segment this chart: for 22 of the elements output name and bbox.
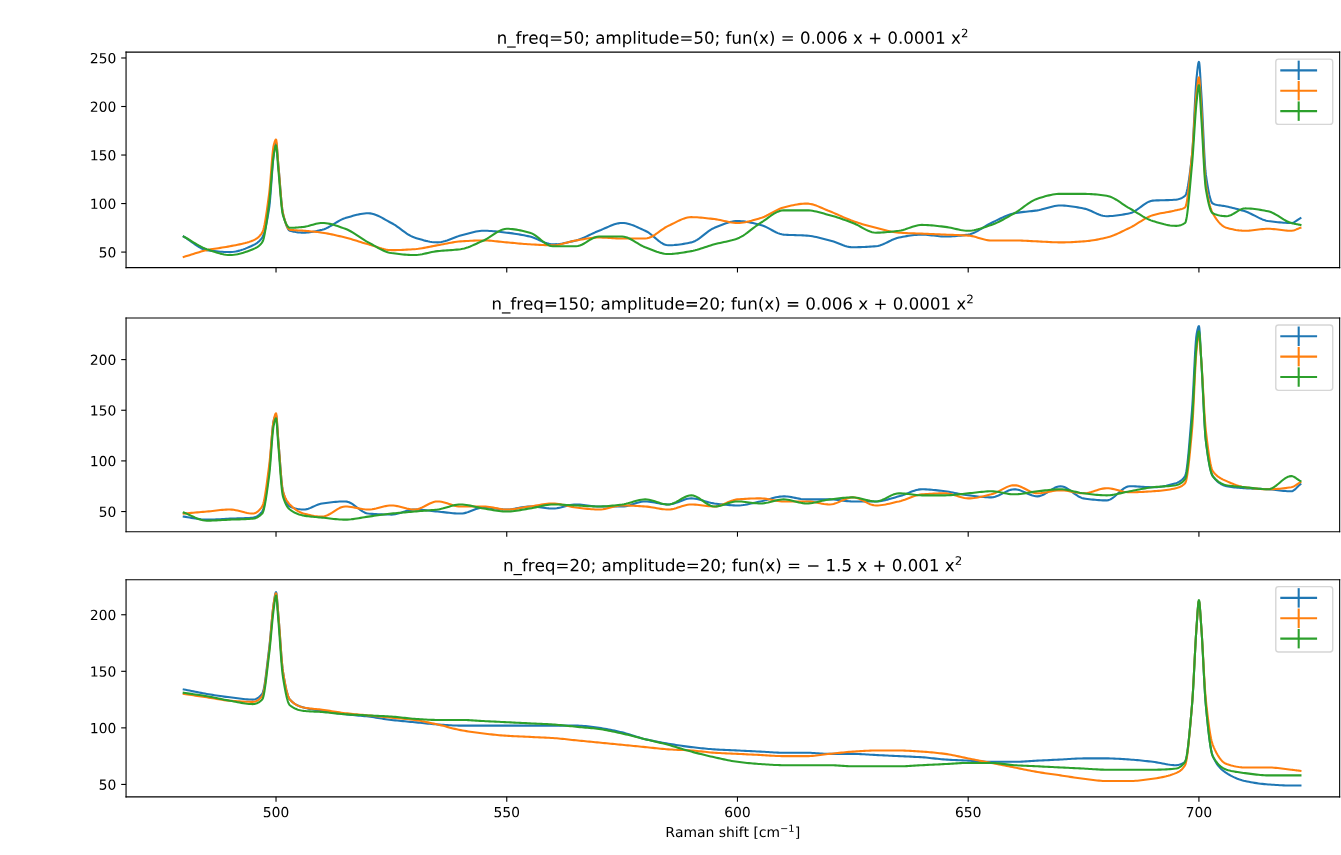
y-tick-label: 100 xyxy=(91,455,116,467)
y-tick-label: 250 xyxy=(90,52,116,64)
chart-title: n_freq=50; amplitude=50; fun(x) = 0.006 x + 0.0001 x$^{2}$ xyxy=(498,28,968,48)
y-tick-label: 200 xyxy=(90,609,116,621)
chart-title: n_freq=150; amplitude=20; fun(x) = 0.006 x + 0.0001 x$^{2}$ xyxy=(492,294,973,314)
y-tick-label: 50 xyxy=(99,506,116,518)
x-tick-label: 700 xyxy=(1186,806,1212,818)
x-axis-title: Raman shift [cm$^{−1}$] xyxy=(666,824,800,839)
chart-title: n_freq=20; amplitude=20; fun(x) = − 1.5 x + 0.001 x$^{2}$ xyxy=(504,556,962,576)
y-tick-label: 200 xyxy=(90,354,116,366)
y-tick-label: 100 xyxy=(91,722,116,734)
x-tick-label: 500 xyxy=(263,806,289,818)
x-tick-label: 550 xyxy=(494,806,520,818)
y-tick-label: 100 xyxy=(91,198,116,210)
y-tick-label: 150 xyxy=(91,150,116,161)
y-tick-label: 50 xyxy=(99,247,116,258)
y-tick-label: 150 xyxy=(91,405,116,416)
x-tick-label: 650 xyxy=(955,806,981,818)
x-tick-label: 600 xyxy=(725,806,750,818)
y-tick-label: 200 xyxy=(90,101,116,112)
y-tick-label: 50 xyxy=(99,779,116,790)
y-tick-label: 150 xyxy=(91,666,116,677)
